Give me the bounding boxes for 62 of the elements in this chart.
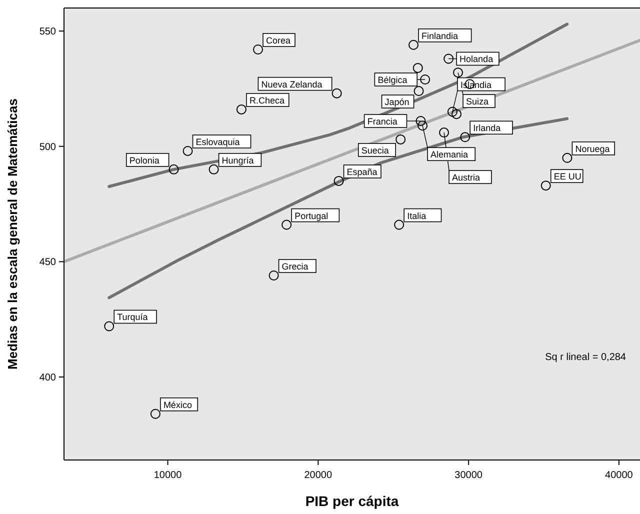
point — [168, 164, 179, 174]
y-tick-label: 450 — [39, 257, 56, 268]
point — [540, 180, 551, 191]
point — [420, 74, 430, 84]
point — [418, 120, 428, 131]
point — [562, 152, 572, 163]
annotation: Portugal — [294, 210, 328, 221]
x-tick-label: 10000 — [154, 470, 182, 481]
point — [208, 164, 219, 174]
point — [332, 88, 342, 98]
point — [414, 86, 424, 96]
point — [444, 54, 454, 64]
annotation: México — [163, 400, 192, 410]
point — [447, 106, 458, 117]
annotation: Alemania — [430, 150, 468, 160]
x-tick-label: 40000 — [605, 470, 634, 481]
point — [412, 62, 423, 73]
annotation: Nueva Zelanda — [261, 79, 322, 90]
annotation: Irlanda — [473, 123, 501, 134]
annotation: Polonia — [129, 155, 160, 166]
annotation: Sq r lineal = 0,284 — [545, 352, 626, 363]
annotation: Bélgica — [378, 74, 408, 85]
annotation: Corea — [266, 36, 291, 46]
point — [268, 270, 279, 281]
y-tick-label: 500 — [39, 142, 56, 153]
point — [408, 40, 419, 50]
point — [452, 109, 462, 120]
point — [416, 116, 426, 126]
annotation: Finlandia — [422, 30, 458, 41]
annotation: Turquía — [117, 312, 148, 322]
point — [453, 68, 464, 78]
point — [439, 128, 450, 138]
x-tick-label: 20000 — [304, 470, 332, 481]
y-tick-label: 400 — [39, 372, 56, 384]
annotation: Holanda — [460, 54, 494, 64]
point — [236, 104, 246, 114]
point — [104, 321, 114, 332]
x-axis-title: PIB per cápita — [305, 493, 399, 509]
point — [282, 220, 292, 230]
annotation: Eslovaquia — [196, 136, 240, 147]
x-tick-label: 30000 — [454, 470, 483, 481]
annotation: Austria — [452, 172, 480, 183]
annotation: Japón — [384, 97, 410, 108]
y-tick-label: 550 — [39, 26, 56, 38]
point — [253, 44, 264, 55]
annotation: España — [346, 166, 378, 177]
annotation: Suiza — [466, 96, 489, 107]
annotation: Italia — [407, 210, 426, 221]
point — [396, 134, 406, 144]
point — [394, 220, 404, 230]
annotation: Noruega — [575, 144, 610, 154]
annotation: Grecia — [282, 262, 308, 272]
annotation: R.Checa — [249, 95, 284, 106]
annotation: Francia — [367, 116, 398, 126]
point — [150, 408, 160, 419]
annotation: EE UU — [554, 172, 582, 182]
point — [182, 146, 193, 156]
point — [460, 132, 470, 142]
annotation: Suecia — [361, 145, 389, 156]
point — [334, 176, 344, 186]
annotation: Hungría — [222, 155, 254, 166]
y-axis-title: Medias en la escala general de Matemáticas — [5, 98, 20, 370]
